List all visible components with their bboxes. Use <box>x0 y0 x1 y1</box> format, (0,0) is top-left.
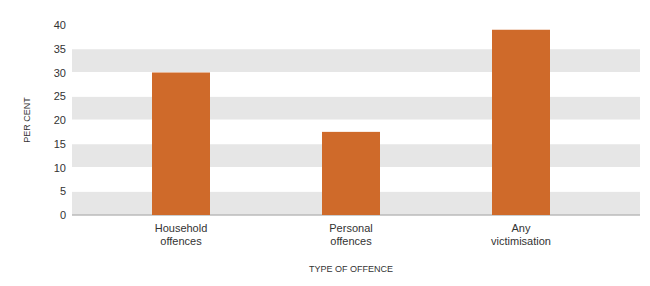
grid-line <box>72 25 640 26</box>
grid-line <box>72 48 640 49</box>
y-tick-label: 0 <box>60 209 66 221</box>
bar <box>322 132 380 215</box>
y-tick-label: 40 <box>54 19 66 31</box>
bar <box>492 30 550 215</box>
y-tick-label: 20 <box>54 114 66 126</box>
bar <box>152 73 210 216</box>
grid-band <box>72 25 640 49</box>
y-tick-label: 5 <box>60 185 66 197</box>
x-tick-label: Anyvictimisation <box>491 222 551 247</box>
grid-band <box>72 49 640 73</box>
y-tick-label: 35 <box>54 43 66 55</box>
y-tick-label: 15 <box>54 138 66 150</box>
x-tick-label: Householdoffences <box>155 222 208 247</box>
bars <box>152 30 550 215</box>
y-axis-title: PER CENT <box>22 97 32 143</box>
x-tick-label: Personaloffences <box>329 222 372 247</box>
chart: 0 5 10 15 20 25 30 35 40 Householdoffences Persona… <box>0 0 650 286</box>
y-tick-label: 10 <box>54 162 66 174</box>
y-tick-label: 25 <box>54 90 66 102</box>
x-axis-title: TYPE OF OFFENCE <box>309 264 393 274</box>
y-tick-label: 30 <box>54 67 66 79</box>
